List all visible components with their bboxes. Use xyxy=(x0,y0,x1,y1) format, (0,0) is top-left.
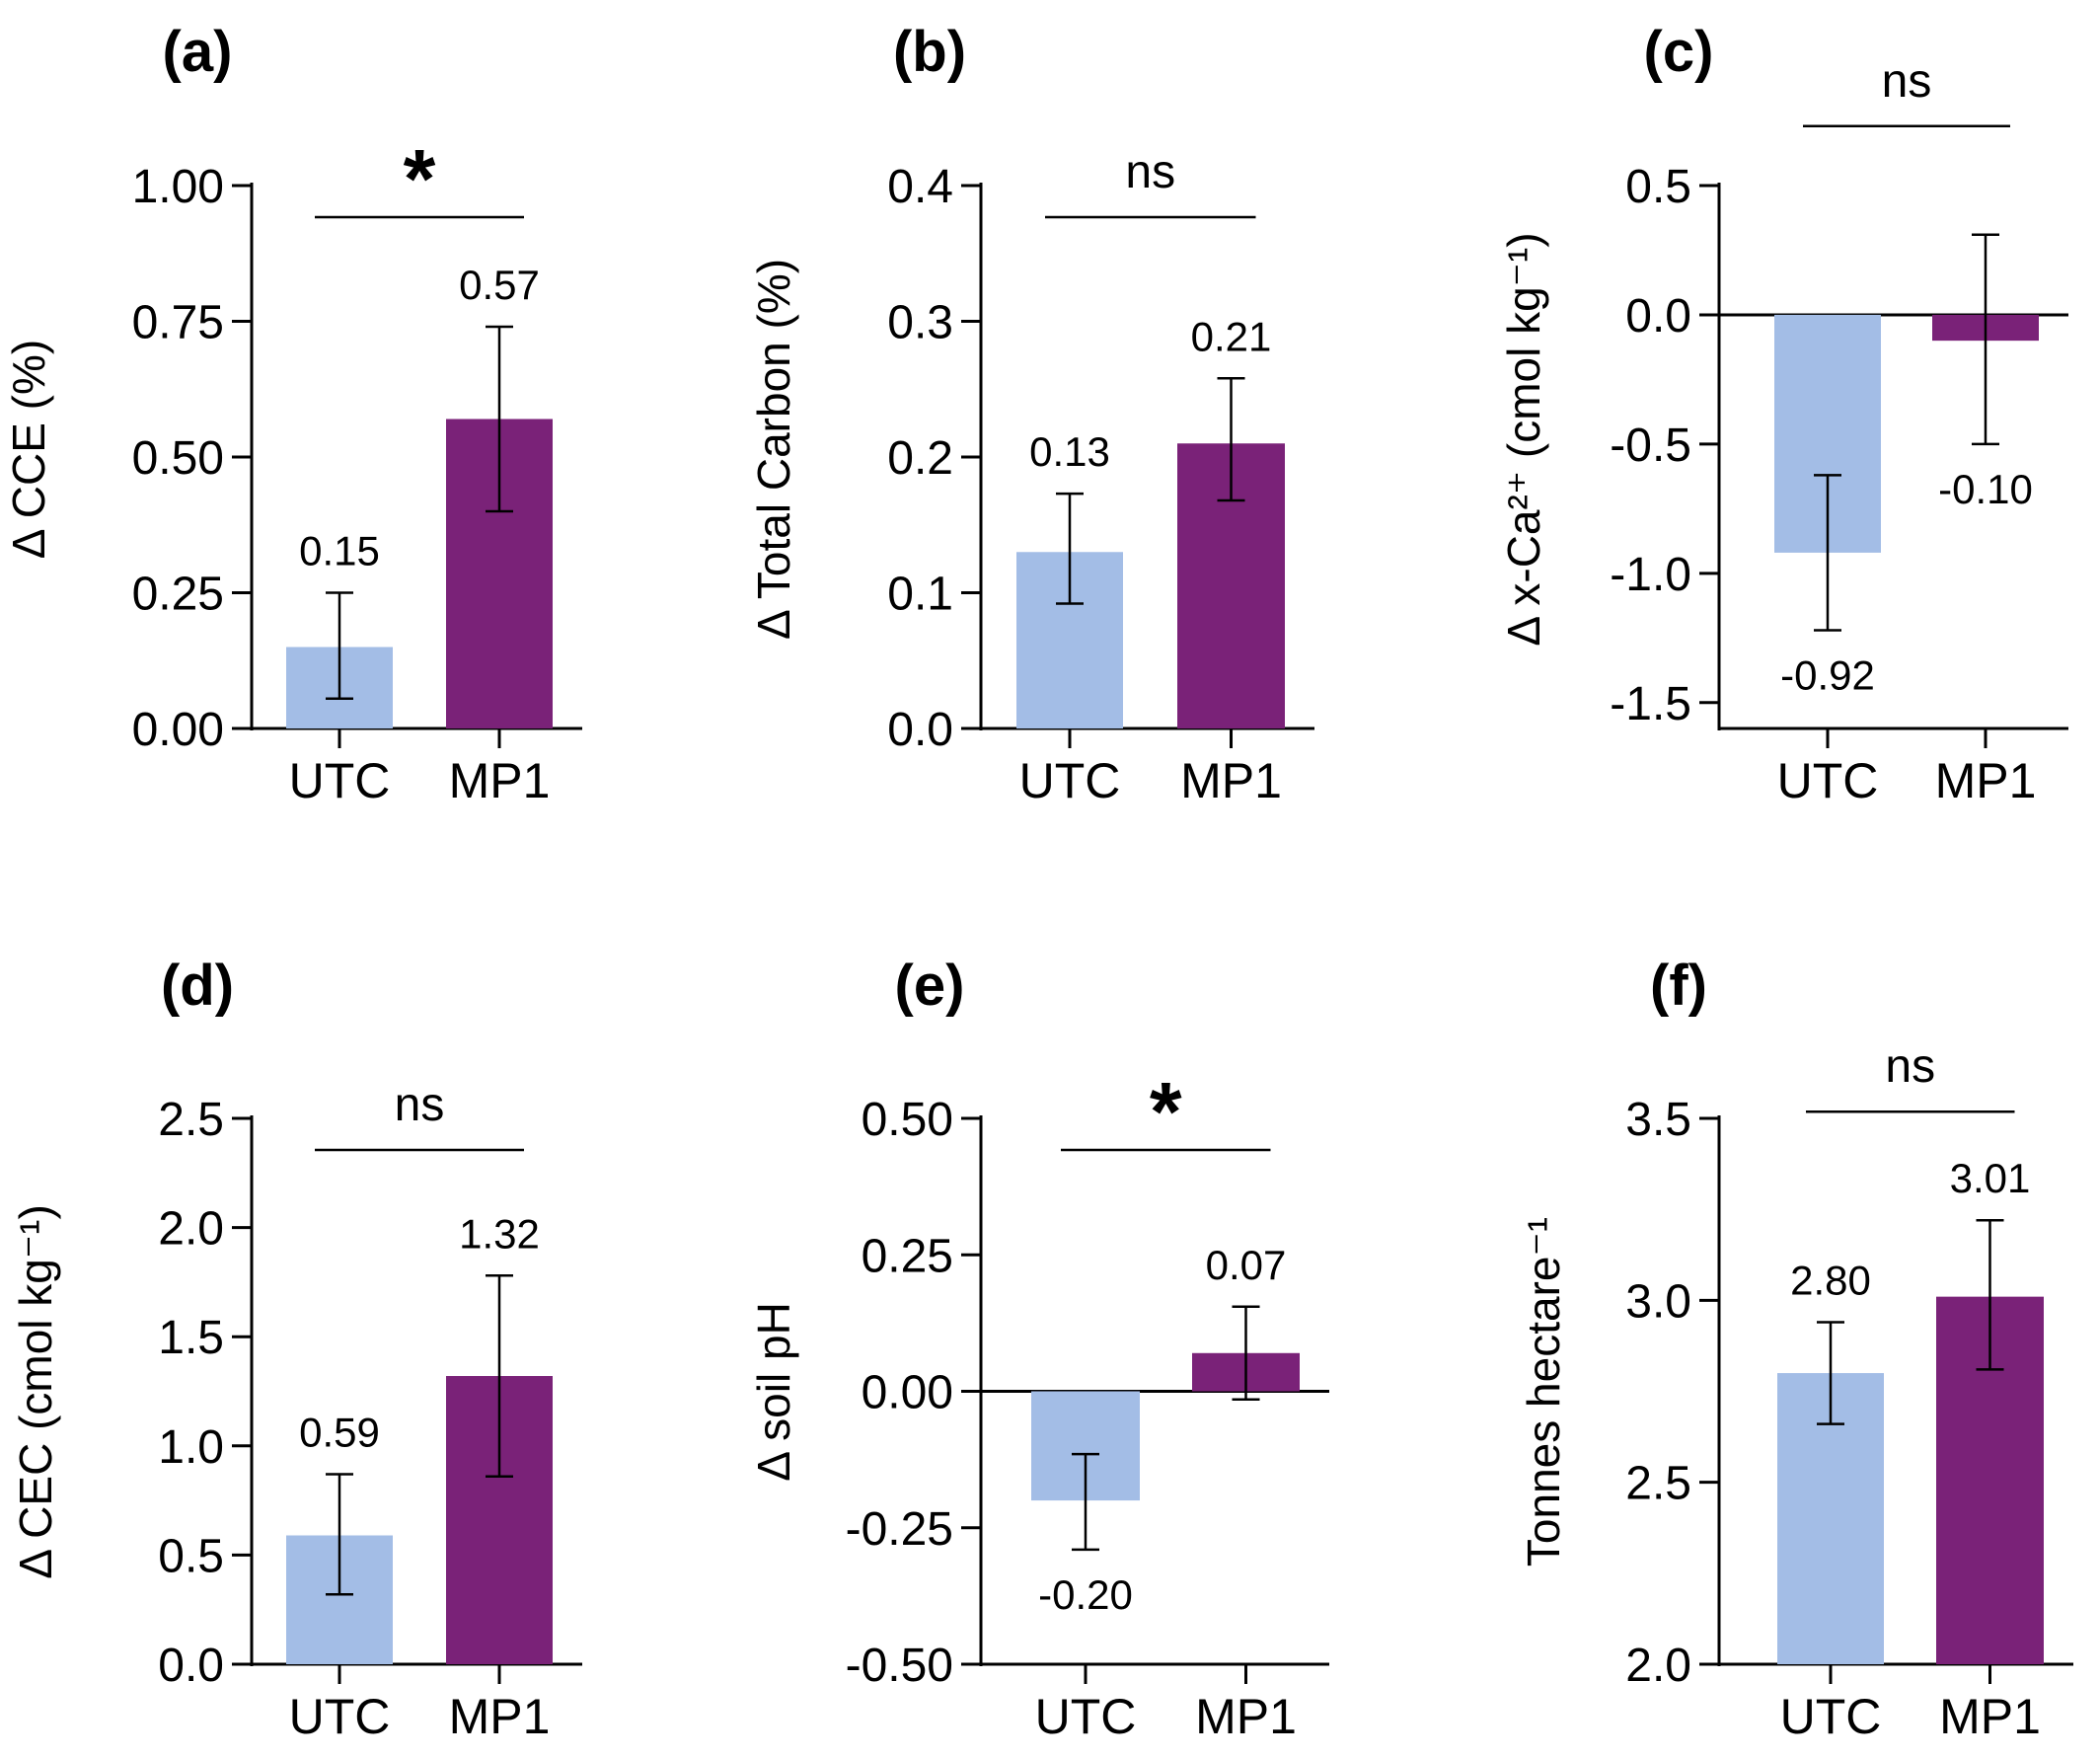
significance-label: * xyxy=(1150,1065,1182,1158)
y-tick-label: 0.4 xyxy=(887,161,953,213)
y-axis-label: Δ Total Carbon (%) xyxy=(748,259,799,640)
y-axis-label: Δ CEC (cmol kg⁻¹) xyxy=(10,1204,61,1579)
y-tick-label: 0.00 xyxy=(862,1367,953,1419)
y-tick-label: 3.0 xyxy=(1625,1275,1691,1328)
y-tick-label: 0.0 xyxy=(887,704,953,756)
x-tick-label: MP1 xyxy=(1935,753,2037,808)
data-label: -0.92 xyxy=(1780,651,1875,698)
y-tick-label: 1.00 xyxy=(132,161,224,213)
y-tick-label: 2.5 xyxy=(1625,1458,1691,1510)
y-tick-label: 2.0 xyxy=(1625,1640,1691,1692)
data-label: -0.10 xyxy=(1938,466,2033,512)
panel-label: (b) xyxy=(893,20,966,84)
y-tick-label: 0.3 xyxy=(887,297,953,349)
y-axis-label: Δ CCE (%) xyxy=(3,340,54,559)
x-tick-label: UTC xyxy=(289,1689,391,1744)
panel-c: (c) -1.5 -1.0 -0.5 0.0 0.5 Δ x-Ca²⁺ (cmol kg⁻¹… xyxy=(1498,20,2068,808)
data-label: 0.21 xyxy=(1191,313,1272,359)
panel-f: (f) 2.0 2.5 3.0 3.5 Tonnes hectare⁻¹ 2.80 UTC 3.… xyxy=(1518,954,2073,1744)
x-tick-label: MP1 xyxy=(449,753,551,808)
y-tick-label: 0.0 xyxy=(1625,290,1691,343)
x-tick-label: MP1 xyxy=(449,1689,551,1744)
panel-a: (a) 0.00 0.25 0.50 0.75 1.00 Δ CCE (%) 0.15 UTC 0… xyxy=(3,20,582,808)
x-tick-label: MP1 xyxy=(1180,753,1282,808)
y-tick-label: 0.50 xyxy=(132,432,224,485)
y-tick-label: -0.50 xyxy=(846,1640,953,1692)
data-label: -0.20 xyxy=(1038,1571,1133,1618)
y-tick-label: -0.5 xyxy=(1610,420,1691,472)
x-tick-label: MP1 xyxy=(1195,1689,1297,1744)
x-tick-label: UTC xyxy=(1019,753,1121,808)
y-tick-label: 0.5 xyxy=(1625,161,1691,213)
data-label: 0.59 xyxy=(299,1410,380,1456)
data-label: 0.15 xyxy=(299,528,380,574)
y-tick-label: 0.2 xyxy=(887,432,953,485)
significance-label: ns xyxy=(395,1079,445,1131)
panel-d: (d) 0.0 0.5 1.0 1.5 2.0 2.5 Δ CEC (cmol kg⁻¹) 0.… xyxy=(10,954,582,1744)
y-tick-label: 0.25 xyxy=(862,1230,953,1282)
y-tick-label: 0.50 xyxy=(862,1094,953,1146)
y-tick-label: 3.5 xyxy=(1625,1094,1691,1146)
data-label: 0.07 xyxy=(1206,1242,1287,1288)
y-tick-label: 2.0 xyxy=(158,1203,224,1256)
y-tick-label: 1.5 xyxy=(158,1312,224,1364)
y-tick-label: 0.75 xyxy=(132,297,224,349)
panel-label: (f) xyxy=(1650,954,1707,1018)
y-axis-label: Δ x-Ca²⁺ (cmol kg⁻¹) xyxy=(1498,232,1549,646)
panel-e: (e) -0.50 -0.25 0.00 0.25 0.50 Δ soil pH -0.20 U… xyxy=(748,954,1329,1744)
y-axis-label: Δ soil pH xyxy=(748,1302,799,1482)
y-tick-label: -1.0 xyxy=(1610,549,1691,601)
data-label: 3.01 xyxy=(1950,1155,2031,1201)
significance-label: * xyxy=(404,132,436,225)
data-label: 2.80 xyxy=(1790,1257,1871,1303)
x-tick-label: UTC xyxy=(289,753,391,808)
y-tick-label: 2.5 xyxy=(158,1094,224,1146)
panel-label: (d) xyxy=(161,954,234,1018)
y-tick-label: 0.00 xyxy=(132,704,224,756)
panel-label: (c) xyxy=(1644,20,1714,84)
data-label: 0.13 xyxy=(1029,428,1110,475)
x-tick-label: MP1 xyxy=(1939,1689,2041,1744)
panel-b: (b) 0.0 0.1 0.2 0.3 0.4 Δ Total Carbon (%) 0.13… xyxy=(748,20,1314,808)
significance-label: ns xyxy=(1885,1040,1935,1093)
data-label: 0.57 xyxy=(459,262,540,308)
panel-label: (e) xyxy=(895,954,965,1018)
y-axis-label: Tonnes hectare⁻¹ xyxy=(1518,1217,1569,1567)
x-tick-label: UTC xyxy=(1780,1689,1882,1744)
y-tick-label: -0.25 xyxy=(846,1503,953,1556)
y-tick-label: 0.0 xyxy=(158,1640,224,1692)
significance-label: ns xyxy=(1882,55,1932,108)
y-tick-label: -1.5 xyxy=(1610,678,1691,730)
y-tick-label: 1.0 xyxy=(158,1421,224,1474)
data-label: 1.32 xyxy=(459,1210,540,1257)
y-tick-label: 0.25 xyxy=(132,569,224,621)
x-tick-label: UTC xyxy=(1035,1689,1137,1744)
significance-label: ns xyxy=(1125,146,1175,198)
x-tick-label: UTC xyxy=(1777,753,1879,808)
panel-label: (a) xyxy=(163,20,233,84)
y-tick-label: 0.1 xyxy=(887,569,953,621)
y-tick-label: 0.5 xyxy=(158,1530,224,1582)
